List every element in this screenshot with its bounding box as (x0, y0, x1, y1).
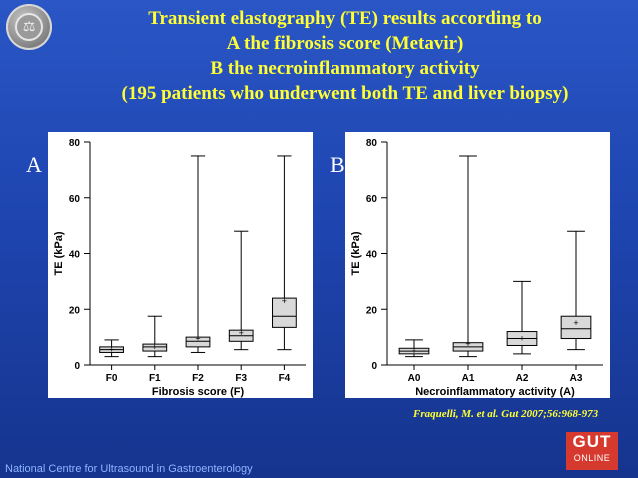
x-tick-label: F3 (235, 373, 247, 384)
title-line-3: B the necroinflammatory activity (210, 58, 480, 79)
mean-marker: + (239, 328, 244, 338)
y-tick-label: 0 (74, 361, 80, 372)
citation-text: Fraquelli, M. et al. Gut 2007;56:968-973 (413, 408, 599, 420)
y-axis-title: TE (kPa) (350, 231, 362, 275)
x-tick-label: F4 (279, 373, 291, 384)
y-tick-label: 40 (366, 250, 378, 261)
mean-marker: + (465, 339, 470, 349)
title-line-4: (195 patients who underwent both TE and … (121, 83, 569, 104)
university-seal-logo: ⚖ (6, 4, 52, 50)
x-tick-label: F0 (106, 373, 118, 384)
mean-marker: + (282, 296, 287, 306)
box-iqr (272, 297, 297, 328)
chart-a-svg: 0 20 40 60 80 TE (kPa) + F0 + F1 + F2 + F3 + F4 Fibrosis… (53, 138, 306, 398)
x-axis-title: Fibrosis score (F) (152, 386, 245, 398)
mean-marker: + (411, 346, 416, 356)
x-tick-label: F1 (149, 373, 161, 384)
gut-logo-line2: ONLINE (573, 453, 611, 463)
x-tick-label: A2 (516, 373, 529, 384)
mean-marker: + (573, 318, 578, 328)
title-line-1: Transient elastography (TE) results acco… (148, 8, 542, 29)
chart-b-necroinflammatory: 0 20 40 60 80 TE (kPa) + A0 + A1 + A2 + A3 Necroinflam… (345, 132, 610, 398)
x-axis-title: Necroinflammatory activity (A) (415, 386, 575, 398)
y-tick-label: 0 (371, 361, 377, 372)
title-line-2: A the fibrosis score (Metavir) (226, 33, 464, 54)
y-tick-label: 60 (366, 194, 378, 205)
box-iqr (142, 343, 168, 352)
box-iqr (560, 315, 592, 340)
mean-marker: + (519, 334, 524, 344)
x-tick-label: F2 (192, 373, 204, 384)
slide-title: Transient elastography (TE) results acco… (60, 6, 630, 106)
x-tick-label: A3 (570, 373, 583, 384)
y-tick-label: 80 (69, 138, 81, 149)
mean-marker: + (195, 334, 200, 344)
x-tick-label: A0 (408, 373, 421, 384)
panel-label-a: A (26, 152, 42, 177)
chart-a-fibrosis: 0 20 40 60 80 TE (kPa) + F0 + F1 + F2 + F3 + F4 Fibrosis… (48, 132, 313, 398)
x-tick-label: A1 (462, 373, 475, 384)
y-tick-label: 20 (366, 305, 378, 316)
y-axis-title: TE (kPa) (53, 231, 65, 275)
seal-emblem-icon: ⚖ (15, 13, 43, 41)
mean-marker: + (109, 345, 114, 355)
gut-logo-line1: GUT (572, 432, 612, 451)
gut-online-logo: GUT ONLINE (566, 432, 618, 470)
mean-marker: + (152, 342, 157, 352)
panel-label-b: B (330, 152, 345, 177)
y-tick-label: 60 (69, 194, 81, 205)
chart-b-svg: 0 20 40 60 80 TE (kPa) + A0 + A1 + A2 + A3 Necroinflam… (350, 138, 603, 398)
y-tick-label: 20 (69, 305, 81, 316)
y-tick-label: 40 (69, 250, 81, 261)
box-iqr (185, 336, 211, 348)
y-tick-label: 80 (366, 138, 378, 149)
footer-organization: National Centre for Ultrasound in Gastro… (5, 463, 253, 475)
